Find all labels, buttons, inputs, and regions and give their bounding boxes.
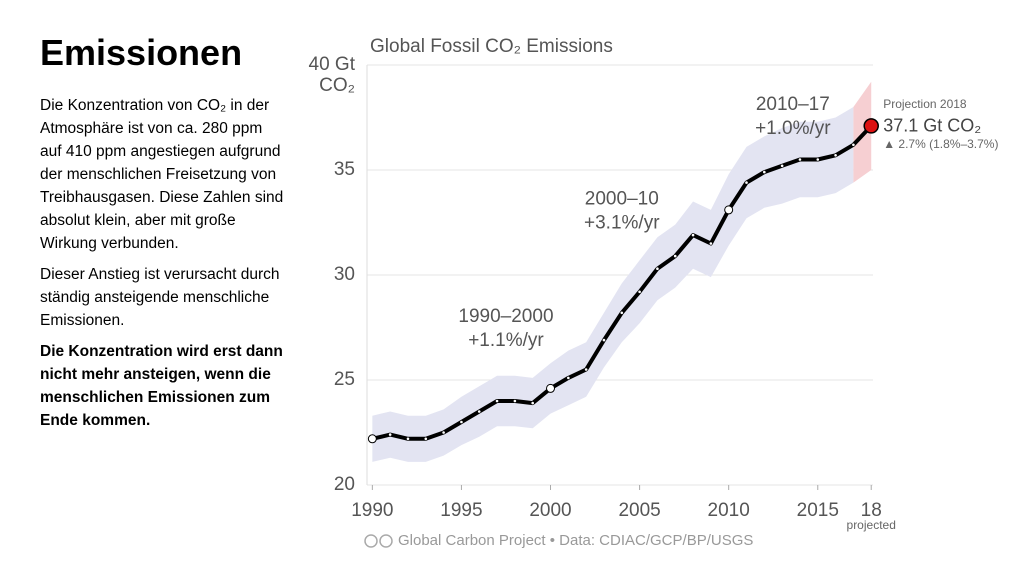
data-point [673,254,677,258]
x-tick-label: 2000 [529,500,572,521]
data-point [834,154,837,157]
projection-band [853,81,872,183]
paragraph: Die Konzentration wird erst dann nicht m… [40,343,283,429]
paragraph: Die Konzentration von CO₂ in der Atmosph… [40,97,284,252]
data-point [495,399,499,403]
y-tick-label: 20 [333,474,355,495]
chart-title: Global Fossil CO₂ Emissions [370,36,613,57]
data-point [656,267,659,271]
data-point [691,233,695,237]
data-point [763,170,766,174]
data-point [620,311,624,315]
data-point [780,164,784,168]
uncertainty-band [372,107,854,462]
data-point [567,376,570,380]
data-point [460,420,463,424]
data-point [406,437,410,441]
data-point [745,181,748,184]
data-point [388,433,392,436]
cc-icon [364,534,378,548]
projection-change: ▲ 2.7% (1.8%–3.7%) [883,137,998,151]
text-column: Die Konzentration von CO₂ in der Atmosph… [40,94,288,440]
data-point [477,410,481,413]
slide-title: Emissionen [40,32,243,73]
by-icon [379,534,393,548]
data-point [513,399,517,403]
data-point [852,143,855,147]
annotation-period: 2000–10 [585,188,659,209]
annotation-rate: +3.1%/yr [584,212,660,233]
x-tick-label: 2010 [707,500,750,521]
data-point [724,205,734,215]
annotation-period: 2010–17 [756,94,830,115]
x-tick-label: 1990 [351,500,394,521]
paragraph: Dieser Anstieg ist verursacht durch stän… [40,266,280,329]
projection-value: 37.1 Gt CO₂ [883,116,981,136]
data-point [638,290,641,294]
data-point [709,242,713,245]
projection-label: Projection 2018 [883,97,967,111]
data-point [442,431,445,434]
x-note: projected [847,518,896,532]
x-tick-label: 2005 [618,500,661,521]
x-tick-label: 1995 [440,500,483,521]
y-tick-label: 30 [333,264,355,285]
data-point [367,434,377,444]
annotation-rate: +1.0%/yr [755,118,831,139]
annotation-period: 1990–2000 [458,306,553,327]
data-point [424,437,428,441]
data-point [531,401,534,405]
y-tick-label: 40 Gt CO₂ [308,54,355,96]
data-point [798,158,802,161]
x-tick-label: 2015 [796,500,839,521]
x-tick-label: 18 [860,500,882,521]
annotation-rate: +1.1%/yr [468,330,544,351]
source: Global Carbon Project • Data: CDIAC/GCP/… [398,532,753,549]
data-point [816,158,820,161]
y-tick-label: 35 [333,159,355,180]
projection-point [863,118,879,134]
data-point [602,338,606,342]
data-point [584,368,588,371]
y-tick-label: 25 [333,369,355,390]
data-point [546,383,556,393]
